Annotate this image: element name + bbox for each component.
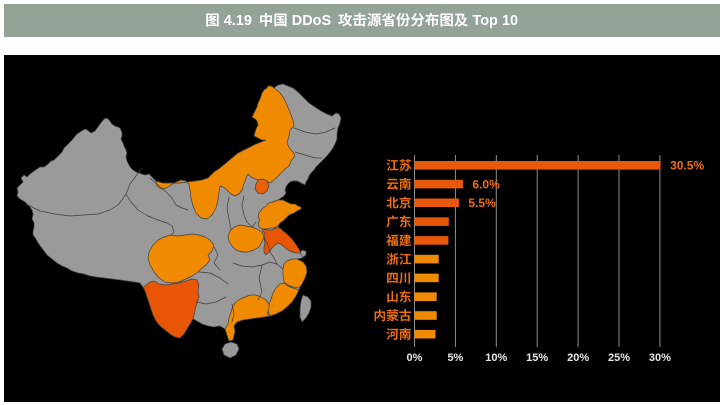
svg-text:5.5%: 5.5% — [468, 196, 496, 210]
svg-text:4.19: 4.19 — [220, 13, 256, 29]
svg-text:DDoS: DDoS — [288, 13, 336, 29]
svg-text:15%: 15% — [526, 352, 548, 364]
svg-text:10%: 10% — [485, 352, 507, 364]
svg-text:25%: 25% — [608, 352, 630, 364]
svg-text:30%: 30% — [649, 352, 671, 364]
svg-text:30.5%: 30.5% — [670, 159, 704, 173]
svg-text:20%: 20% — [567, 352, 589, 364]
svg-text:6.0%: 6.0% — [472, 177, 500, 191]
svg-text:5%: 5% — [447, 352, 463, 364]
svg-text:Top 10: Top 10 — [468, 13, 518, 29]
svg-text:0%: 0% — [407, 352, 423, 364]
